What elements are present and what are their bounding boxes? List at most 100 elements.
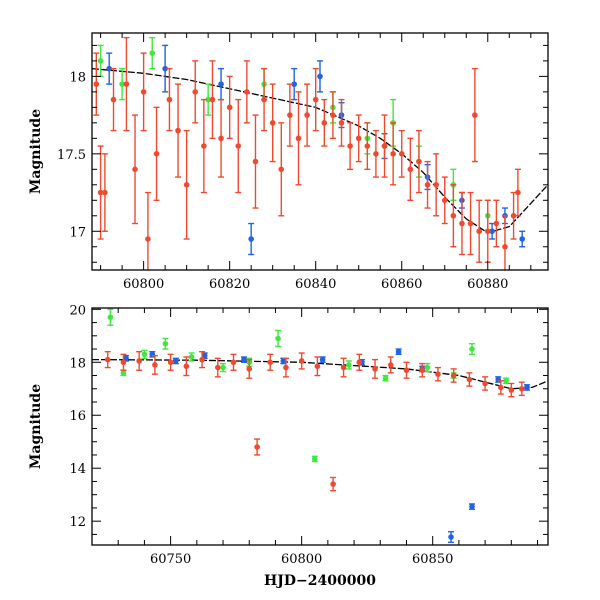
red-data-point — [252, 158, 259, 165]
red-data-point — [502, 243, 508, 250]
red-data-point — [356, 359, 363, 366]
x-tick-label: 60820 — [209, 277, 250, 292]
red-data-point — [199, 356, 205, 363]
red-data-point — [246, 366, 253, 372]
bottom-panel: 60750 60800 60850 12 14 16 18 20 Magnitude HJD−24… — [28, 303, 549, 589]
plot-area — [92, 36, 548, 270]
red-data-point — [515, 189, 521, 196]
red-data-point — [433, 182, 439, 188]
y-tick-label: 17.5 — [57, 148, 86, 163]
red-data-point — [278, 166, 285, 173]
green-data-point — [97, 58, 104, 64]
green-data-point — [141, 351, 148, 358]
red-data-point — [120, 359, 127, 366]
red-data-point — [153, 151, 160, 157]
green-data-point — [149, 50, 156, 56]
red-data-point — [498, 384, 504, 391]
green-data-point — [205, 96, 211, 103]
red-data-point — [244, 89, 250, 95]
blue-data-point — [218, 81, 224, 87]
blue-data-point — [317, 73, 323, 80]
red-data-point — [132, 166, 138, 173]
blue-data-point — [162, 65, 168, 72]
red-data-point — [110, 96, 117, 103]
red-data-point — [390, 151, 396, 157]
red-data-point — [518, 385, 525, 392]
red-data-point — [235, 143, 242, 149]
x-tick-label: 60860 — [381, 277, 422, 292]
red-data-point — [493, 220, 500, 227]
red-data-point — [261, 96, 267, 103]
green-data-point — [119, 81, 125, 87]
red-data-point — [355, 135, 362, 142]
x-tick-label: 60840 — [295, 277, 336, 292]
plot-frame — [91, 307, 549, 546]
red-data-point — [152, 362, 158, 368]
blue-data-point — [319, 356, 326, 363]
blue-data-point — [241, 356, 247, 363]
red-data-point — [298, 358, 305, 364]
green-data-point — [120, 370, 127, 376]
red-data-point — [450, 372, 457, 379]
red-data-point — [136, 358, 142, 364]
x-tick-label: 60800 — [281, 552, 322, 567]
red-data-point — [364, 143, 371, 149]
red-data-point — [484, 228, 491, 235]
red-data-point — [312, 96, 319, 103]
red-data-point — [145, 236, 151, 242]
green-data-point — [275, 335, 281, 342]
red-data-point — [510, 212, 517, 219]
red-data-point — [338, 120, 345, 126]
blue-data-point — [469, 503, 475, 510]
red-data-point — [330, 481, 336, 487]
green-data-point — [503, 378, 509, 384]
blue-data-point — [448, 534, 454, 540]
red-data-point — [218, 135, 224, 142]
red-data-point — [441, 197, 448, 204]
red-data-point — [104, 356, 111, 363]
x-tick-label: 60750 — [150, 552, 191, 567]
red-data-point — [435, 371, 441, 378]
y-tick-label: 18 — [69, 356, 86, 371]
red-data-point — [459, 220, 465, 227]
green-data-point — [220, 364, 226, 371]
green-data-point — [346, 362, 352, 368]
red-data-point — [304, 112, 310, 118]
y-axis-label: Magnitude — [28, 384, 44, 469]
red-data-point — [183, 363, 190, 370]
green-data-point — [311, 456, 318, 462]
red-data-point — [269, 120, 276, 126]
green-data-point — [469, 346, 475, 352]
green-data-point — [162, 340, 169, 347]
plot-frame — [91, 32, 549, 271]
blue-data-point — [395, 348, 402, 355]
y-axis-label: Magnitude — [28, 109, 44, 194]
y-tick-label: 14 — [69, 462, 86, 477]
green-data-point — [382, 375, 389, 381]
model-curve — [92, 358, 548, 390]
red-data-point — [93, 81, 100, 87]
red-data-point — [140, 89, 147, 95]
red-data-point — [398, 151, 405, 157]
red-data-point — [416, 158, 422, 165]
red-series — [93, 36, 521, 270]
blue-data-point — [248, 236, 254, 242]
x-tick-label: 60800 — [123, 277, 164, 292]
red-data-point — [209, 96, 216, 103]
red-data-point — [167, 359, 174, 366]
top-panel: 60800 60820 60840 60860 60880 17 17.5 18 Magnitu… — [28, 32, 549, 292]
red-data-point — [287, 112, 293, 118]
red-data-point — [450, 212, 457, 219]
blue-data-point — [173, 358, 179, 364]
red-data-point — [314, 363, 321, 370]
y-tick-label: 20 — [69, 303, 86, 318]
red-data-point — [373, 151, 379, 157]
red-data-point — [372, 366, 378, 372]
red-data-point — [183, 182, 190, 188]
red-data-point — [214, 364, 221, 371]
x-tick-label: 60880 — [467, 277, 508, 292]
red-data-point — [267, 359, 274, 366]
green-data-point — [424, 364, 431, 371]
blue-data-point — [123, 355, 129, 362]
